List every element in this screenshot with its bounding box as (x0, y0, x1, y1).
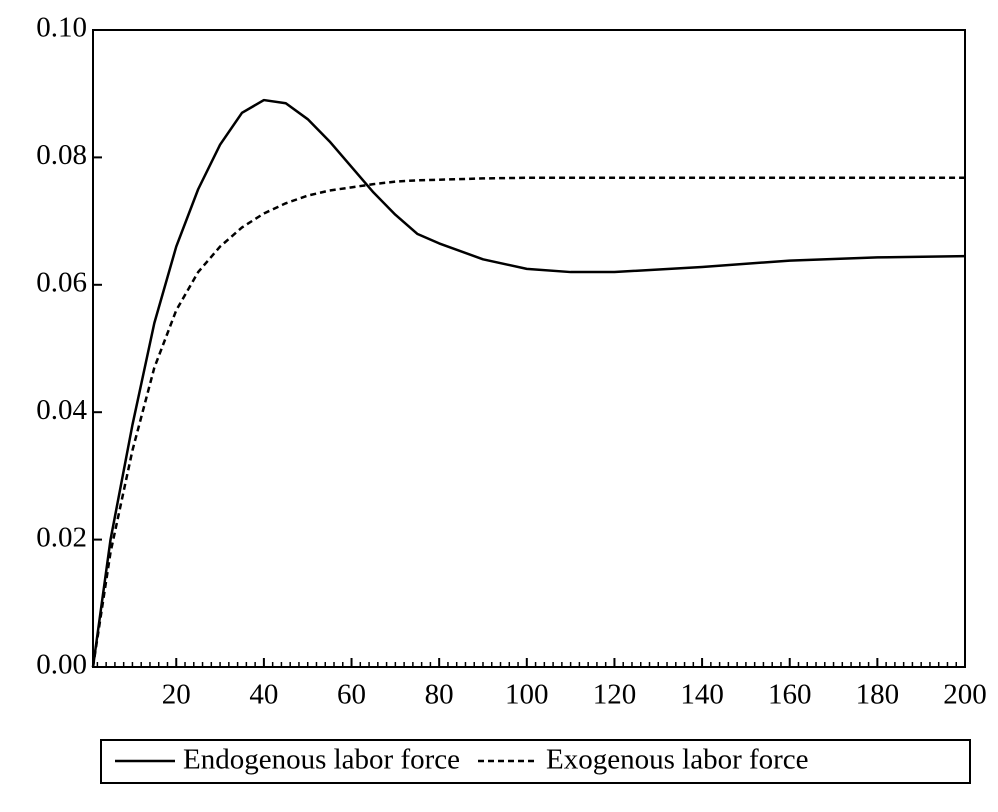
series-line (91, 98, 966, 668)
x-tick-label: 160 (768, 679, 812, 711)
legend-label: Exogenous labor force (546, 744, 809, 776)
x-tick-label: 180 (856, 679, 900, 711)
y-tick-label: 0.06 (36, 266, 87, 298)
x-tick-label: 100 (505, 679, 549, 711)
y-tick-label: 0.00 (36, 649, 87, 681)
y-tick-label: 0.10 (36, 12, 87, 44)
y-tick-label: 0.04 (36, 394, 87, 426)
x-tick-label: 20 (162, 679, 191, 711)
plot-frame (92, 29, 966, 668)
x-tick-label: 140 (680, 679, 724, 711)
x-tick-label: 120 (593, 679, 637, 711)
series-line (91, 176, 965, 668)
legend-label: Endogenous labor force (183, 744, 460, 776)
legend-box (100, 739, 971, 784)
x-tick-label: 40 (249, 679, 278, 711)
y-tick-label: 0.08 (36, 139, 87, 171)
y-tick-label: 0.02 (36, 521, 87, 553)
x-tick-label: 200 (943, 679, 987, 711)
x-tick-label: 60 (337, 679, 366, 711)
x-tick-label: 80 (425, 679, 454, 711)
